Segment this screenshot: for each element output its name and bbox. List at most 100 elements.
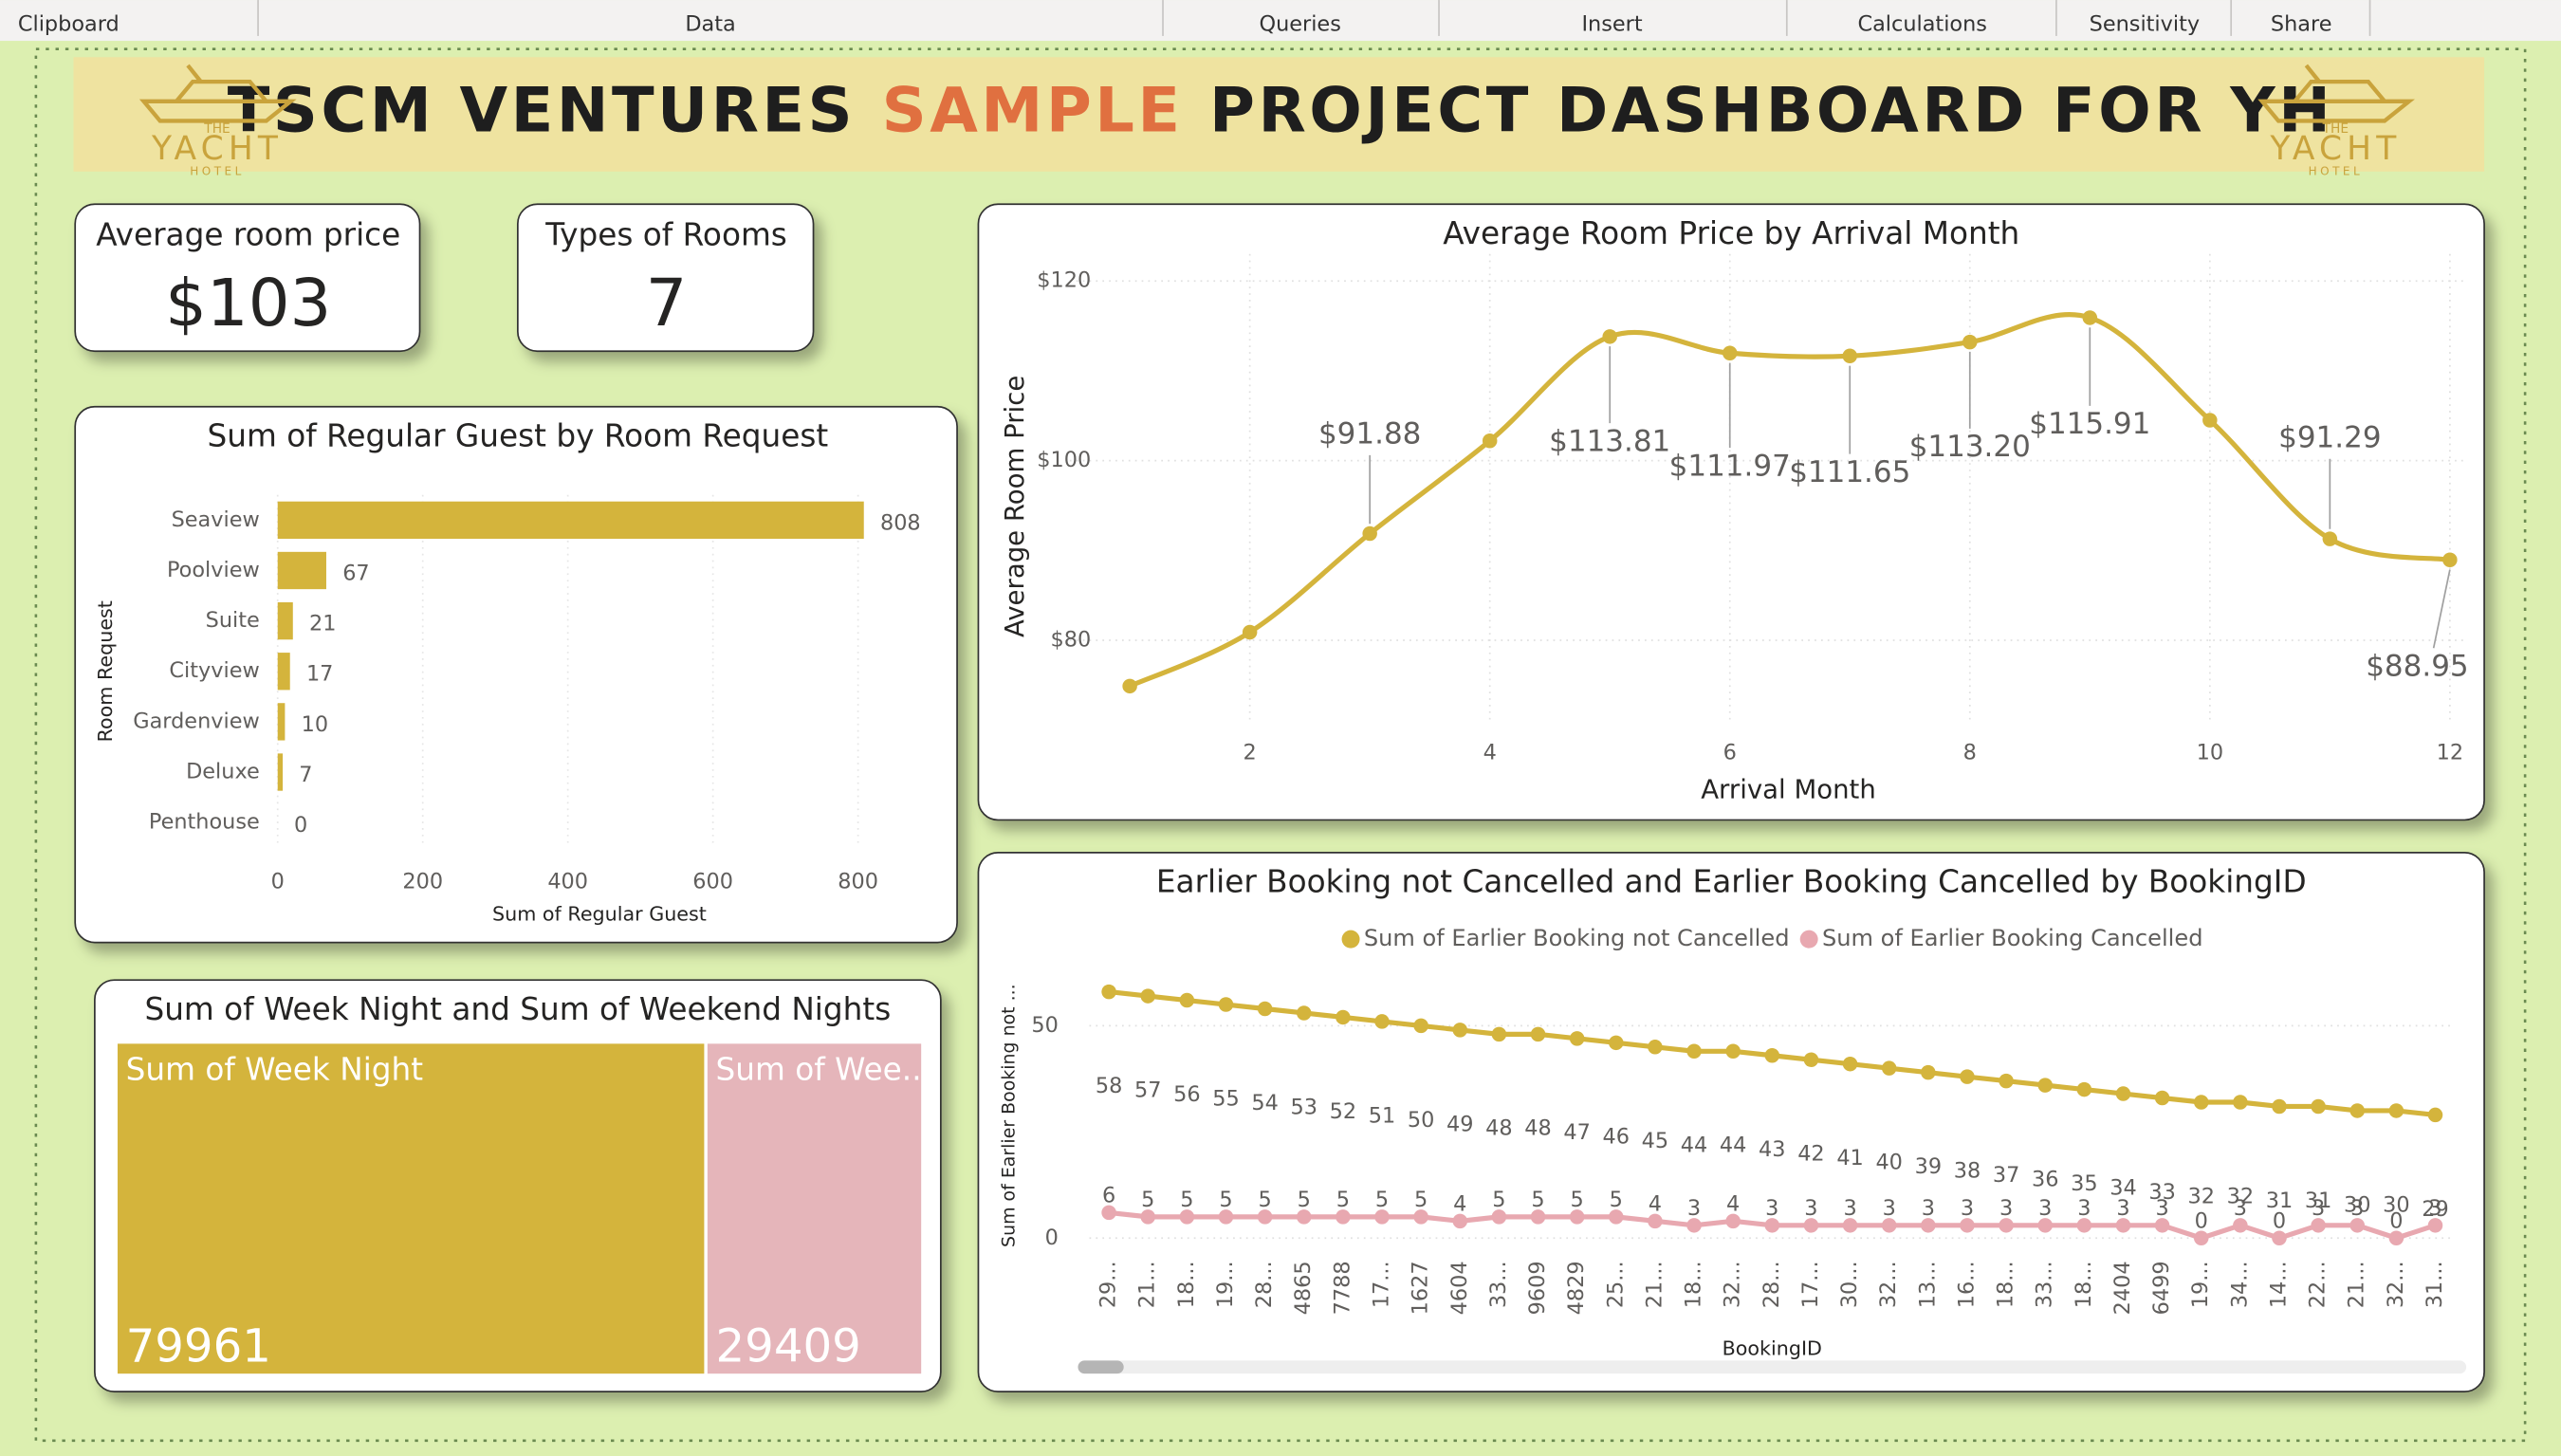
data-label: 56 bbox=[1173, 1082, 1200, 1107]
chart-card bbox=[977, 203, 2485, 821]
kpi-label: Average room price bbox=[96, 217, 400, 253]
kpi-value: 7 bbox=[646, 266, 688, 341]
data-label: 4 bbox=[1726, 1192, 1740, 1217]
point bbox=[1218, 997, 1234, 1012]
toolbar-item[interactable]: Sensitivity bbox=[2090, 11, 2200, 36]
logo-the: THE bbox=[2322, 121, 2349, 137]
point bbox=[1921, 1064, 1936, 1080]
x-tick-label: 18... bbox=[1174, 1261, 1199, 1308]
data-label: 3 bbox=[1922, 1196, 1935, 1221]
tile-value: 29409 bbox=[715, 1319, 860, 1373]
point bbox=[1491, 1026, 1507, 1042]
point bbox=[1569, 1031, 1585, 1046]
chart-card bbox=[74, 405, 958, 944]
toolbar-item[interactable]: Calculations bbox=[1857, 11, 1986, 36]
data-label: 5 bbox=[1141, 1188, 1154, 1212]
toolbar-item[interactable]: Queries bbox=[1259, 11, 1340, 36]
point bbox=[1803, 1052, 1819, 1067]
x-tick-label: 28... bbox=[1760, 1261, 1784, 1308]
point bbox=[1686, 1218, 1702, 1233]
data-label: 5 bbox=[1336, 1188, 1350, 1212]
y-tick-label: Poolview bbox=[167, 558, 260, 582]
legend-marker bbox=[1799, 930, 1818, 949]
title-part: SAMPLE bbox=[882, 75, 1184, 147]
data-label: 37 bbox=[1993, 1163, 2019, 1188]
point bbox=[1257, 1001, 1273, 1017]
data-label: 5 bbox=[1180, 1188, 1193, 1212]
data-label: 67 bbox=[342, 561, 369, 585]
x-tick-label: 4604 bbox=[1447, 1261, 1472, 1315]
x-tick-label: 31... bbox=[2423, 1261, 2447, 1308]
data-label: 5 bbox=[1219, 1188, 1232, 1212]
y-tick-label: Seaview bbox=[172, 507, 260, 532]
toolbar-item[interactable]: Clipboard bbox=[18, 11, 120, 36]
data-label: 5 bbox=[1531, 1188, 1544, 1212]
bar bbox=[277, 703, 286, 741]
data-label: 57 bbox=[1134, 1078, 1161, 1102]
data-label: 0 bbox=[2273, 1209, 2286, 1234]
bar bbox=[277, 753, 284, 791]
data-label: 40 bbox=[1875, 1151, 1902, 1175]
data-label: 5 bbox=[1571, 1188, 1584, 1212]
data-label: 48 bbox=[1524, 1116, 1551, 1141]
toolbar-item[interactable]: Share bbox=[2271, 11, 2332, 36]
point bbox=[1764, 1048, 1780, 1063]
data-label: 5 bbox=[1258, 1188, 1271, 1212]
toolbar-item[interactable]: Insert bbox=[1581, 11, 1642, 36]
header-title: TSCM VENTURES SAMPLE PROJECT DASHBOARD FOR… bbox=[228, 75, 2334, 147]
logo-yacht: YACHT bbox=[2269, 130, 2401, 168]
tile-label: Sum of Week Night bbox=[126, 1052, 424, 1088]
toolbar-separators bbox=[257, 0, 2371, 36]
x-tick-label: 400 bbox=[547, 869, 588, 894]
point bbox=[2233, 1095, 2248, 1110]
point bbox=[1374, 1209, 1390, 1225]
x-tick-label: 32... bbox=[1721, 1261, 1745, 1308]
data-label: 3 bbox=[1961, 1196, 1974, 1221]
x-tick-label: 1627 bbox=[1409, 1261, 1433, 1315]
data-label: 21 bbox=[309, 612, 336, 636]
toolbar bbox=[0, 0, 2561, 42]
data-label: 33 bbox=[2148, 1180, 2175, 1205]
point bbox=[1725, 1043, 1741, 1060]
data-label: 3 bbox=[2350, 1196, 2364, 1221]
point bbox=[1764, 1218, 1780, 1233]
point bbox=[1999, 1073, 2014, 1089]
point bbox=[2427, 1107, 2443, 1123]
point bbox=[1374, 1014, 1390, 1029]
point bbox=[1686, 1043, 1702, 1060]
x-tick-label: 14... bbox=[2266, 1261, 2291, 1308]
data-label: 58 bbox=[1096, 1074, 1122, 1098]
point bbox=[2442, 552, 2458, 568]
point bbox=[1242, 624, 1258, 640]
toolbar-item[interactable]: Data bbox=[685, 11, 735, 36]
x-tick-label: 800 bbox=[838, 869, 878, 894]
data-label: 36 bbox=[2032, 1167, 2058, 1191]
legend-label[interactable]: Sum of Earlier Booking Cancelled bbox=[1822, 925, 2203, 951]
y-tick-label: Deluxe bbox=[186, 760, 260, 784]
x-tick-label: 4865 bbox=[1291, 1261, 1316, 1315]
x-tick-label: 2 bbox=[1244, 740, 1257, 765]
point bbox=[1296, 1209, 1312, 1225]
point bbox=[1725, 1213, 1741, 1229]
data-label: 35 bbox=[2071, 1171, 2097, 1196]
data-label: 50 bbox=[1408, 1108, 1434, 1133]
data-label: 5 bbox=[1375, 1188, 1389, 1212]
x-tick-label: 200 bbox=[402, 869, 443, 894]
data-label: $111.97 bbox=[1669, 449, 1791, 483]
legend-label[interactable]: Sum of Earlier Booking not Cancelled bbox=[1364, 925, 1790, 951]
point bbox=[2193, 1230, 2209, 1246]
point bbox=[2272, 1098, 2287, 1115]
x-tick-label: 4829 bbox=[1564, 1261, 1589, 1315]
x-tick-label: 18... bbox=[2072, 1261, 2096, 1308]
x-tick-label: 22... bbox=[2306, 1261, 2331, 1308]
point bbox=[1921, 1218, 1936, 1233]
bar bbox=[277, 653, 290, 691]
point bbox=[2388, 1103, 2404, 1118]
data-label: 46 bbox=[1603, 1125, 1630, 1150]
scrollbar[interactable] bbox=[1078, 1360, 2467, 1374]
data-label: 3 bbox=[2077, 1196, 2091, 1221]
scrollbar-thumb[interactable] bbox=[1078, 1360, 1124, 1374]
point bbox=[1140, 1209, 1155, 1225]
treemap-tile bbox=[704, 1040, 925, 1377]
